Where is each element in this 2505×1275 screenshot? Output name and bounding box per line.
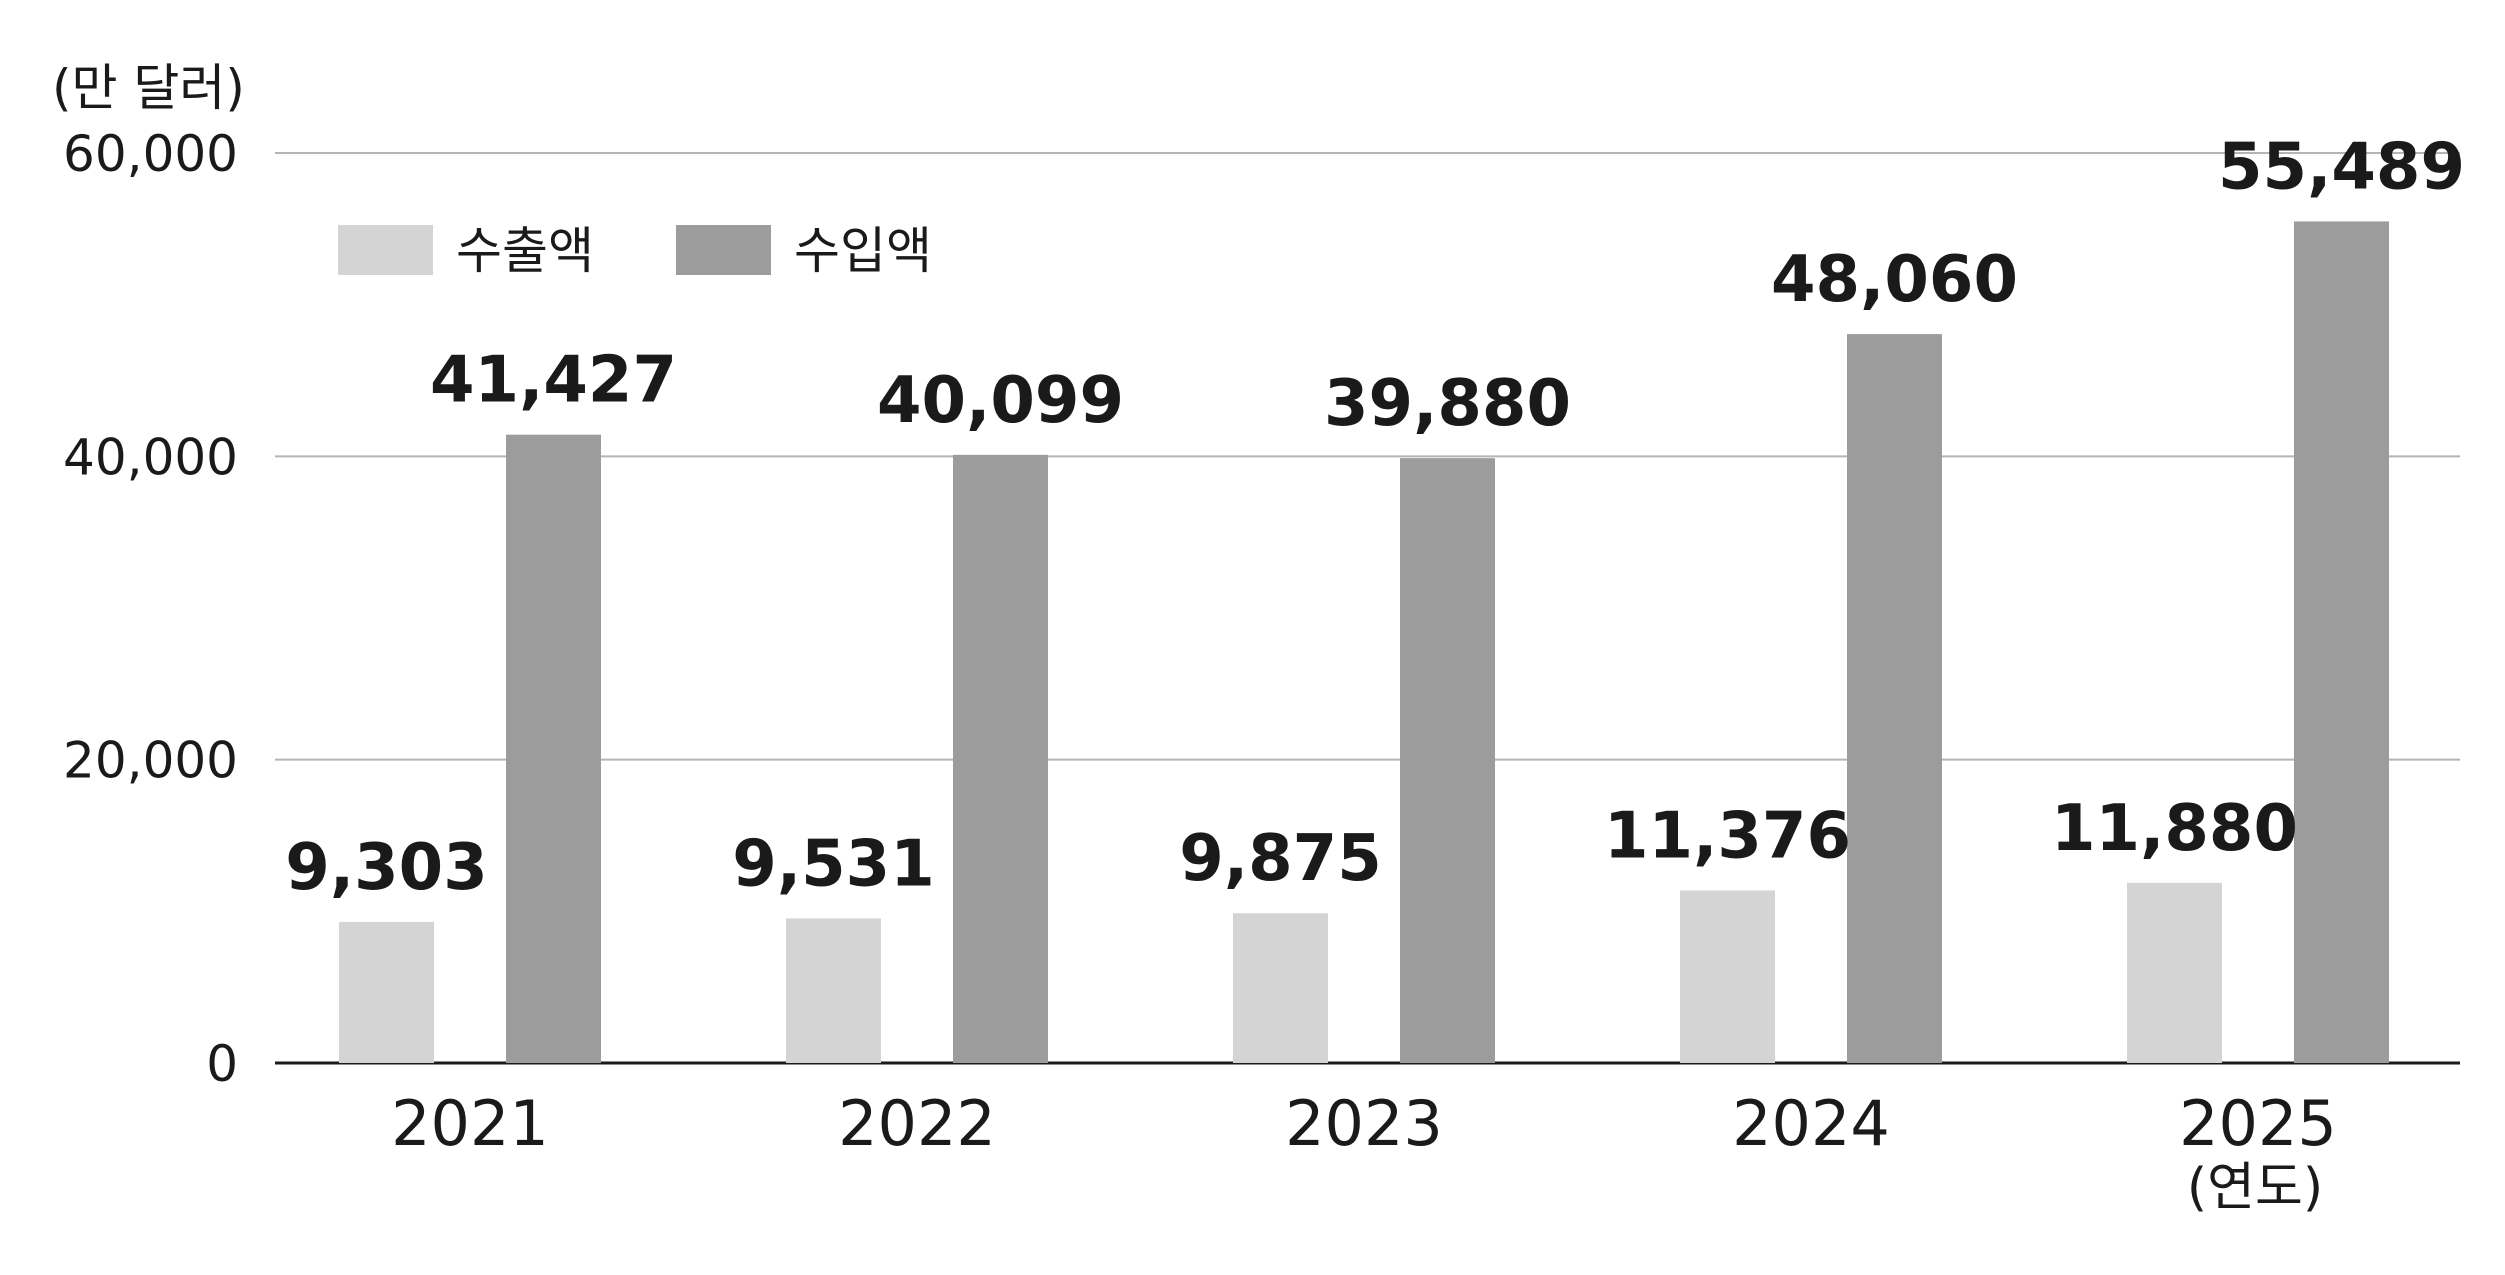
x-tick-label: 2025 — [2179, 1087, 2337, 1160]
bar — [506, 434, 601, 1063]
y-axis: (만 달러) 0 20,000 40,000 60,000 — [52, 59, 245, 1093]
y-tick-label: 40,000 — [63, 428, 238, 486]
data-label: 55,489 — [2218, 130, 2465, 204]
x-axis: (연도) 2021 2022 2023 2024 2025 — [391, 1087, 2337, 1218]
y-tick-label: 0 — [206, 1035, 238, 1093]
data-label: 39,880 — [1324, 367, 1571, 441]
y-tick-label: 20,000 — [63, 732, 238, 790]
data-label: 48,060 — [1771, 243, 2018, 317]
bar — [1847, 334, 1942, 1064]
bar — [2294, 221, 2389, 1063]
data-label: 40,099 — [877, 364, 1124, 438]
bar — [2127, 882, 2222, 1063]
grid-lines — [275, 152, 2460, 1065]
legend-label: 수출액 — [456, 222, 594, 280]
x-tick-label: 2021 — [391, 1087, 549, 1160]
bar — [953, 454, 1048, 1063]
bar — [786, 918, 881, 1063]
bar — [339, 921, 434, 1063]
data-label: 9,303 — [285, 831, 487, 905]
x-tick-label: 2023 — [1285, 1087, 1443, 1160]
bar — [1680, 890, 1775, 1063]
legend-label: 수입액 — [794, 222, 932, 280]
data-label: 11,376 — [1604, 799, 1851, 873]
x-tick-label: 2024 — [1732, 1087, 1890, 1160]
legend-swatch — [676, 225, 771, 275]
y-unit-label: (만 달러) — [52, 59, 245, 117]
legend: 수출액 수입액 — [338, 222, 932, 280]
data-label: 11,880 — [2051, 792, 2298, 866]
x-axis-suffix: (연도) — [2187, 1158, 2323, 1218]
data-label: 41,427 — [430, 344, 677, 418]
data-labels: 9,303 41,427 9,531 40,099 9,875 39,880 11,376 4… — [285, 130, 2465, 904]
bar — [1400, 458, 1495, 1063]
x-tick-label: 2022 — [838, 1087, 996, 1160]
data-label: 9,875 — [1179, 822, 1381, 896]
bar — [1233, 913, 1328, 1063]
legend-swatch — [338, 225, 433, 275]
y-tick-label: 60,000 — [63, 125, 238, 183]
bars — [339, 221, 2389, 1064]
data-label: 9,531 — [732, 827, 934, 901]
